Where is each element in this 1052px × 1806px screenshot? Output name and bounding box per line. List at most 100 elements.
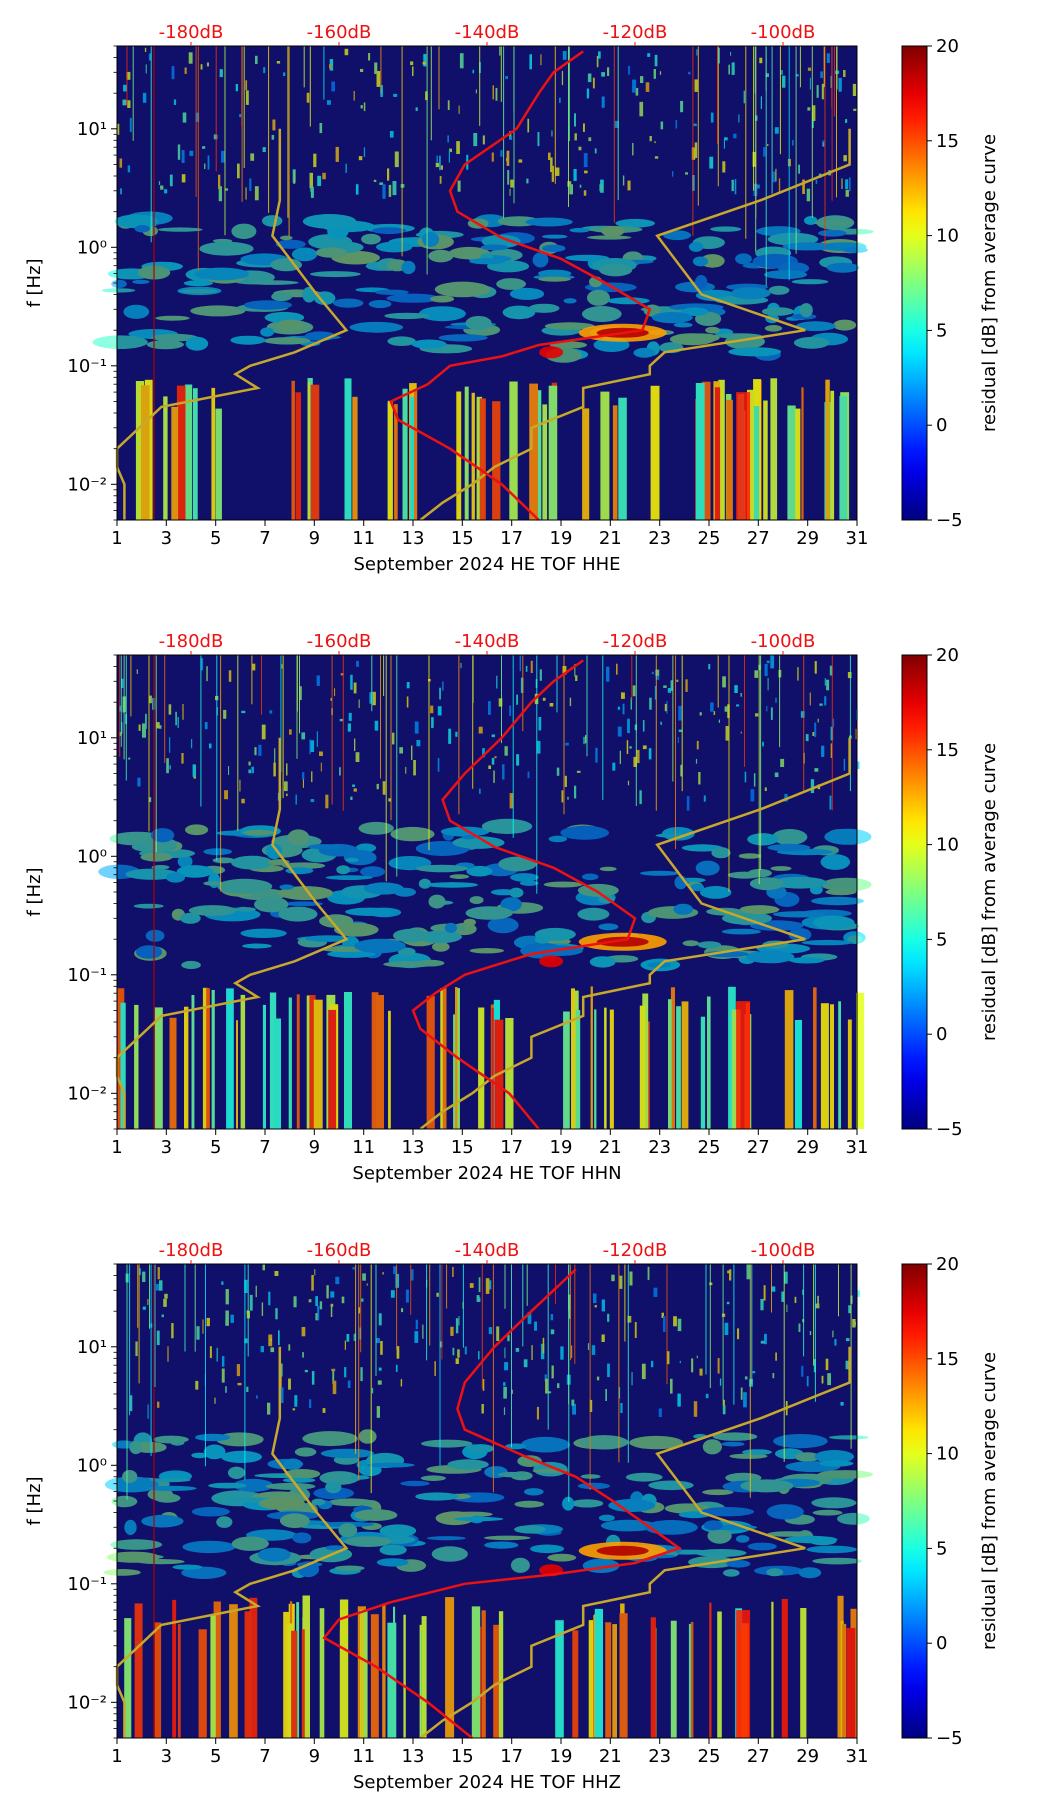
heatmap-low-freq-columns	[135, 378, 850, 520]
y-axis: 10¹ 10⁰ 10⁻¹ 10⁻² f [Hz]	[24, 1263, 117, 1739]
noise-model-high-curve	[419, 1346, 851, 1739]
top-db-label: -140dB	[455, 1240, 520, 1261]
x-tick-label: 31	[846, 1746, 869, 1767]
x-tick-label: 19	[550, 528, 573, 549]
heatmap-microseism-peak	[539, 1541, 751, 1738]
y-tick-label: 10⁻²	[67, 474, 107, 495]
top-db-label: -160dB	[307, 631, 372, 652]
y-tick-label: 10⁻²	[67, 1083, 107, 1104]
x-tick-label: 19	[550, 1746, 573, 1767]
colorbar-tick-label: 20	[936, 645, 959, 666]
x-tick-label: 11	[352, 1137, 375, 1158]
top-db-label: -120dB	[603, 631, 668, 652]
x-tick-label: 7	[259, 1137, 270, 1158]
y-tick-label: 10¹	[77, 728, 107, 749]
top-db-label: -140dB	[455, 22, 520, 43]
colorbar-tick-label: 5	[936, 929, 947, 950]
top-db-axis: -180dB -160dB -140dB -120dB -100dB	[159, 22, 816, 46]
x-tick-label: 13	[402, 1746, 425, 1767]
colorbar-tick-label: −5	[936, 1728, 963, 1749]
x-tick-label: 1	[111, 528, 122, 549]
x-axis-label: September 2024 HE TOF HHZ	[353, 1772, 621, 1793]
y-axis: 10¹ 10⁰ 10⁻¹ 10⁻² f [Hz]	[24, 45, 117, 521]
x-tick-label: 13	[402, 528, 425, 549]
x-tick-label: 29	[796, 1746, 819, 1767]
y-tick-label: 10⁻¹	[67, 356, 107, 377]
x-tick-label: 31	[846, 528, 869, 549]
x-tick-label: 13	[402, 1137, 425, 1158]
spectrogram-heatmap	[103, 1264, 873, 1738]
y-axis-label: f [Hz]	[24, 867, 45, 916]
heatmap-event-lines	[126, 1264, 852, 1502]
y-axis-label: f [Hz]	[24, 1476, 45, 1525]
top-db-label: -140dB	[455, 631, 520, 652]
x-tick-label: 17	[500, 528, 523, 549]
y-tick-label: 10⁻¹	[67, 1574, 107, 1595]
y-tick-label: 10¹	[77, 1337, 107, 1358]
x-tick-label: 23	[648, 1137, 671, 1158]
y-tick-label: 10⁻²	[67, 1692, 107, 1713]
top-db-label: -120dB	[603, 22, 668, 43]
x-tick-label: 27	[747, 528, 770, 549]
x-tick-label: 3	[161, 528, 172, 549]
colorbar-gradient	[901, 654, 928, 1130]
x-tick-label: 7	[259, 1746, 270, 1767]
colorbar-label: residual [dB] from average curve	[979, 1352, 1000, 1650]
colorbar-tick-label: −5	[936, 510, 963, 531]
x-tick-label: 17	[500, 1137, 523, 1158]
colorbar-tick-label: 10	[936, 226, 959, 247]
colorbar-gradient	[901, 1263, 928, 1739]
x-tick-label: 21	[599, 528, 622, 549]
y-tick-label: 10⁰	[77, 1455, 107, 1476]
y-tick-label: 10⁰	[77, 846, 107, 867]
mean-psd-curve	[322, 1268, 683, 1739]
x-tick-label: 3	[161, 1137, 172, 1158]
x-tick-label: 29	[796, 1137, 819, 1158]
x-tick-label: 9	[309, 1137, 320, 1158]
x-tick-label: 25	[698, 1137, 721, 1158]
x-tick-label: 7	[259, 528, 270, 549]
top-db-label: -180dB	[159, 1240, 224, 1261]
heatmap-noise-band	[98, 818, 872, 972]
colorbar-tick-label: −5	[936, 1119, 963, 1140]
noise-model-low-curve	[115, 737, 349, 1129]
colorbar-label: residual [dB] from average curve	[979, 134, 1000, 432]
noise-model-high-curve	[419, 737, 851, 1130]
x-tick-label: 31	[846, 1137, 869, 1158]
x-tick-label: 5	[210, 1746, 221, 1767]
colorbar: 20 15 10 5 0 −5 residual [dB] from average cur…	[901, 36, 1000, 531]
top-db-label: -100dB	[751, 22, 816, 43]
colorbar-tick-label: 5	[936, 1538, 947, 1559]
heatmap-event-lines	[126, 46, 838, 286]
colorbar-tick-label: 0	[936, 415, 947, 436]
x-tick-label: 15	[451, 1137, 474, 1158]
colorbar-tick-label: 0	[936, 1024, 947, 1045]
colorbar-tick-label: 10	[936, 835, 959, 856]
x-tick-label: 23	[648, 528, 671, 549]
x-tick-label: 5	[210, 528, 221, 549]
colorbar-tick-label: 0	[936, 1633, 947, 1654]
colorbar-tick-label: 5	[936, 320, 947, 341]
colorbar: 20 15 10 5 0 −5 residual [dB] from average cur…	[901, 1254, 1000, 1749]
top-db-axis: -180dB -160dB -140dB -120dB -100dB	[159, 1240, 815, 1264]
colorbar-label: residual [dB] from average curve	[979, 743, 1000, 1041]
noise-model-low-curve	[115, 1346, 349, 1738]
x-tick-label: 11	[352, 528, 375, 549]
top-db-label: -100dB	[751, 631, 816, 652]
spectrogram-heatmap	[92, 46, 874, 520]
y-tick-label: 10¹	[77, 119, 107, 140]
x-tick-label: 15	[451, 1746, 474, 1767]
noise-model-low-curve	[115, 128, 349, 520]
top-db-axis: -180dB -160dB -140dB -120dB -100dB	[159, 631, 816, 655]
colorbar-gradient	[901, 45, 928, 521]
x-tick-label: 27	[747, 1746, 770, 1767]
x-tick-label: 3	[161, 1746, 172, 1767]
mean-psd-curve	[389, 50, 652, 521]
